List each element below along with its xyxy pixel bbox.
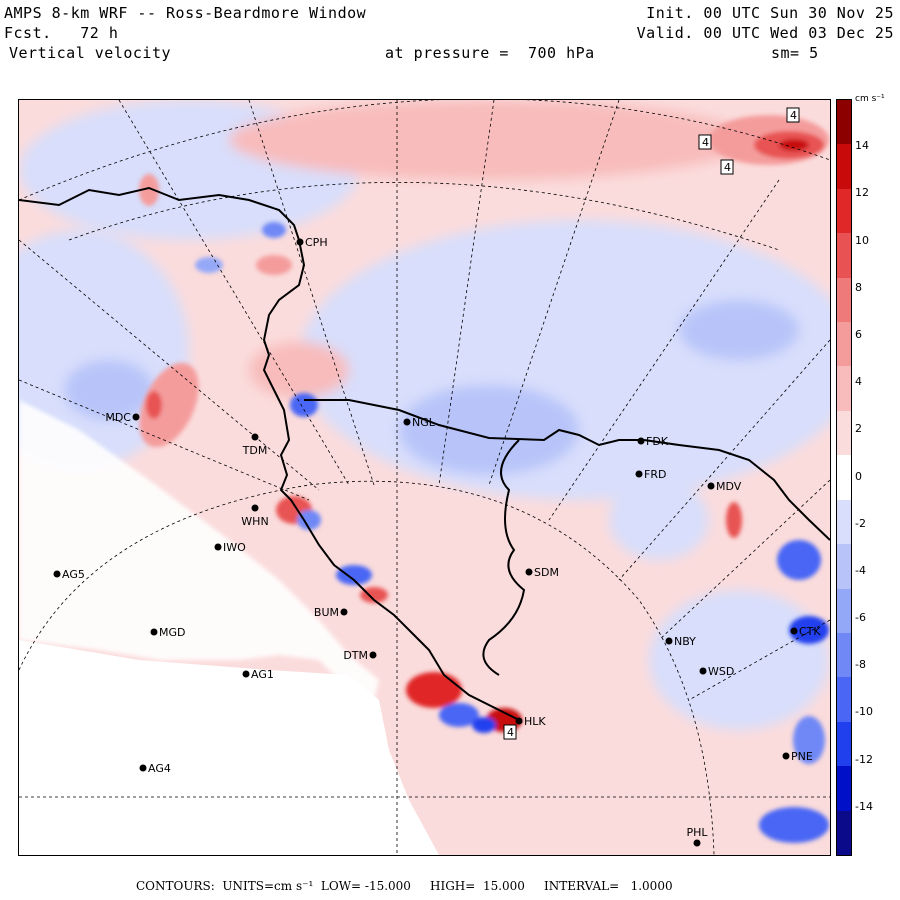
station-label-hlk: HLK — [524, 715, 546, 728]
station-dot-sdm — [525, 568, 533, 576]
station-label-frd: FRD — [644, 468, 666, 481]
colorbar-segment — [837, 632, 851, 678]
colorbar-segment — [837, 677, 851, 723]
vertical-velocity-cells — [139, 115, 829, 843]
colorbar-tick-label: 10 — [855, 233, 869, 247]
colorbar-segment — [837, 588, 851, 634]
station-label-mgd: MGD — [159, 626, 186, 639]
station-dot-ngl — [403, 418, 411, 426]
station-label-ag4: AG4 — [148, 762, 171, 775]
station-label-sdm: SDM — [534, 566, 559, 579]
station-dot-nby — [665, 637, 673, 645]
station-dot-tdm — [251, 433, 259, 441]
colorbar-tick-label: 8 — [855, 280, 862, 294]
smoothing: sm= 5 — [771, 44, 819, 62]
station-dot-mdc — [132, 413, 140, 421]
station-dot-mdv — [707, 482, 715, 490]
colorbar-segment — [837, 100, 851, 145]
colorbar-segment — [837, 721, 851, 767]
contour-label: 4 — [724, 161, 731, 174]
station-dot-ag4 — [139, 764, 147, 772]
colorbar-segment — [837, 810, 851, 856]
station-dot-ag5 — [53, 570, 61, 578]
colorbar-tick-label: 4 — [855, 375, 862, 389]
colorbar-tick-label: -8 — [855, 658, 866, 672]
colorbar-tick-label: 14 — [855, 139, 869, 153]
colorbar-tick-label: 12 — [855, 186, 869, 200]
station-label-tdm: TDM — [242, 444, 268, 457]
lat-lon-grid — [19, 100, 830, 855]
title-line: AMPS 8-km WRF -- Ross-Beardmore Window — [4, 4, 367, 22]
init-time: Init. 00 UTC Sun 30 Nov 25 — [646, 4, 894, 22]
station-label-ag1: AG1 — [251, 668, 274, 681]
station-dot-wsd — [699, 667, 707, 675]
station-dot-whn — [251, 504, 259, 512]
station-label-mdv: MDV — [716, 480, 742, 493]
contour-labels: 4 4 4 4 — [503, 107, 800, 740]
station-label-nby: NBY — [674, 635, 696, 648]
station-label-iwo: IWO — [223, 541, 246, 554]
station-dot-dtm — [369, 651, 377, 659]
station-dot-ag1 — [242, 670, 250, 678]
coastline — [19, 186, 830, 721]
colorbar-tick-label: -4 — [855, 563, 866, 577]
colorbar-segment — [837, 766, 851, 812]
colorbar-segment — [837, 366, 851, 412]
colorbar-segment — [837, 277, 851, 323]
station-label-ctk: CTK — [799, 625, 821, 638]
contour-label: 4 — [790, 109, 797, 122]
station-label-ngl: NGL — [412, 416, 436, 429]
colorbar-segment — [837, 144, 851, 190]
station-dot-pne — [782, 752, 790, 760]
forecast-hour: Fcst. 72 h — [4, 24, 119, 42]
colorbar-segment — [837, 455, 851, 501]
colorbar-segment — [837, 188, 851, 234]
station-dot-frd — [635, 470, 643, 478]
station-label-bum: BUM — [314, 606, 339, 619]
station-dot-mgd — [150, 628, 158, 636]
colorbar-segment — [837, 499, 851, 545]
colorbar — [836, 99, 852, 856]
field-name: Vertical velocity — [9, 44, 172, 62]
station-dot-cph — [296, 238, 304, 246]
colorbar-tick-label: 6 — [855, 327, 862, 341]
colorbar-tick-label: 2 — [855, 422, 862, 436]
station-label-phl: PHL — [686, 826, 708, 839]
colorbar-tick-label: -14 — [855, 799, 873, 813]
station-dot-bum — [340, 608, 348, 616]
colorbar-tick-label: -2 — [855, 516, 866, 530]
colorbar-tick-label: -10 — [855, 705, 873, 719]
station-label-wsd: WSD — [708, 665, 734, 678]
pressure-level: at pressure = 700 hPa — [385, 44, 595, 62]
station-label-whn: WHN — [241, 515, 268, 528]
colorbar-tick-label: 0 — [855, 469, 862, 483]
contour-label: 4 — [702, 136, 709, 149]
colorbar-tick-label: -12 — [855, 752, 873, 766]
station-label-dtm: DTM — [343, 649, 368, 662]
station-label-cph: CPH — [305, 236, 328, 249]
station-label-ag5: AG5 — [62, 568, 85, 581]
colorbar-units: cm s⁻¹ — [855, 94, 885, 104]
station-dot-fdk — [637, 437, 645, 445]
station-dot-phl — [693, 839, 701, 847]
background-field — [19, 100, 830, 855]
station-dot-hlk — [515, 717, 523, 725]
contours-info: CONTOURS: UNITS=cm s⁻¹ LOW= -15.000 HIGH… — [136, 879, 673, 893]
station-label-fdk: FDK — [646, 435, 669, 448]
station-dot-ctk — [790, 627, 798, 635]
colorbar-segment — [837, 233, 851, 279]
valid-time: Valid. 00 UTC Wed 03 Dec 25 — [636, 24, 894, 42]
station-label-pne: PNE — [791, 750, 813, 763]
station-dot-iwo — [214, 543, 222, 551]
station-label-mdc: MDC — [105, 411, 131, 424]
map-panel[interactable]: CPH MDC TDM NGL FDK FRD MDV WHN IWO AG5 SDM BUM MGD N… — [18, 99, 831, 856]
contour-label: 4 — [507, 726, 514, 739]
colorbar-segment — [837, 322, 851, 367]
colorbar-segment — [837, 544, 851, 590]
colorbar-segment — [837, 410, 851, 456]
station-markers: CPH MDC TDM NGL FDK FRD MDV WHN IWO AG5 SDM BUM MGD N… — [53, 236, 821, 847]
colorbar-tick-label: -6 — [855, 611, 866, 625]
